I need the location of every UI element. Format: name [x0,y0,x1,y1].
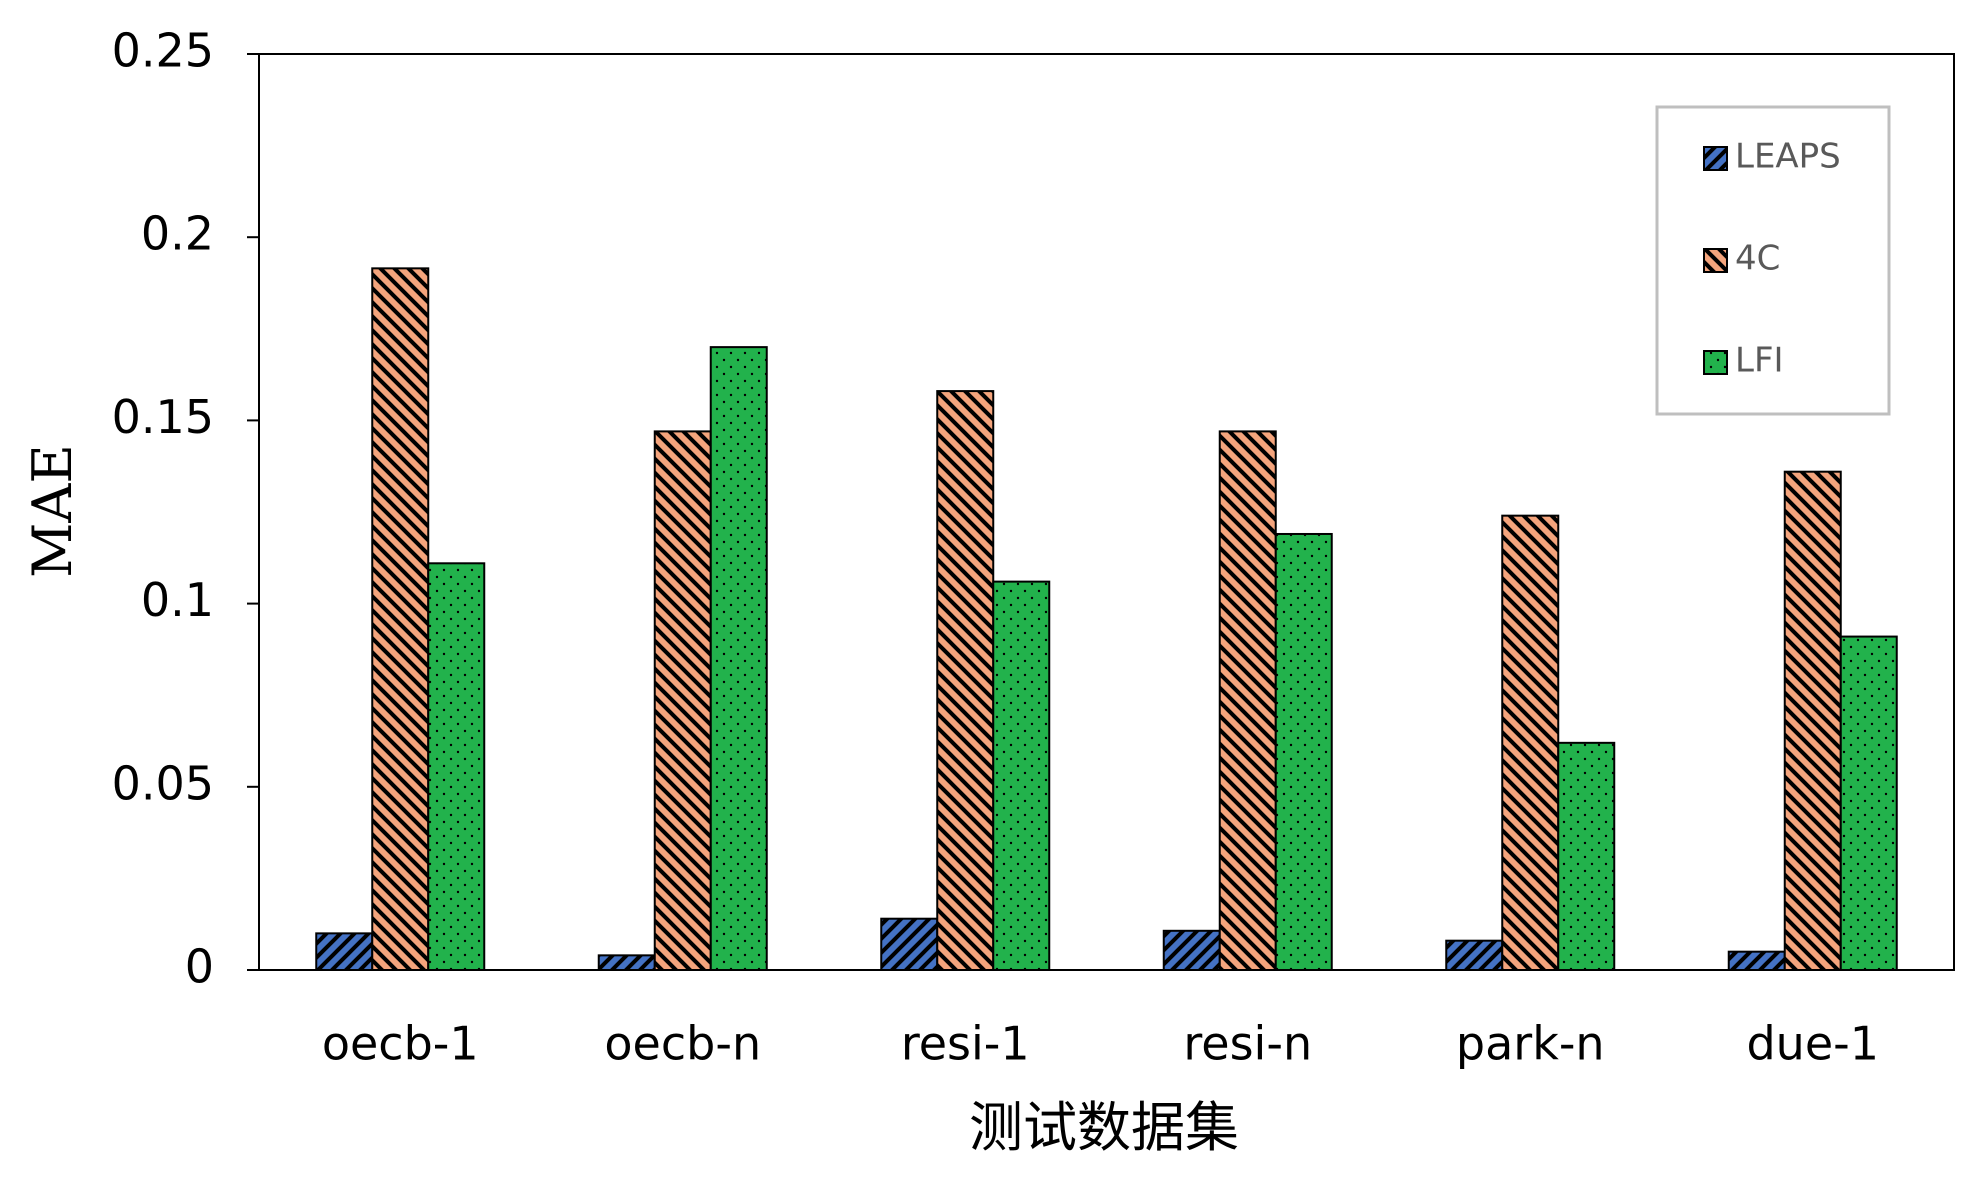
legend-swatch [1703,248,1728,273]
x-axis-label: 测试数据集 [969,1096,1239,1159]
y-tick-label: 0.05 [112,756,214,810]
x-tick-label: resi-n [1183,1017,1312,1071]
x-tick-label: park-n [1456,1017,1605,1071]
bar [1839,635,1898,971]
x-tick-label: oecb-n [604,1017,761,1071]
bar [1557,741,1616,971]
legend-label: LEAPS [1735,137,1841,177]
plot-frame [258,53,1955,971]
bar [371,267,430,971]
bar [597,954,656,971]
legend-label: 4C [1735,239,1780,279]
y-tick-label: 0.15 [112,390,214,444]
x-tick-label: due-1 [1746,1017,1879,1071]
bar [1218,430,1277,971]
bar [1783,470,1842,971]
legend-box [1655,105,1891,416]
y-tick-label: 0.25 [112,24,214,78]
bar [1162,929,1221,972]
y-tick-label: 0 [185,940,214,994]
x-tick-label: oecb-1 [322,1017,479,1071]
bar [315,932,374,971]
x-tick-label: resi-1 [901,1017,1030,1071]
y-tick-label: 0.1 [141,573,214,627]
y-axis-label: MAE [21,444,84,578]
bar [880,917,939,971]
legend-swatch [1703,146,1728,171]
bar [1727,950,1786,971]
bar [427,562,486,972]
legend-swatch [1703,350,1728,375]
bar [1274,532,1333,971]
y-tick-label: 0.2 [141,207,214,261]
bar [1445,939,1504,971]
bar [992,580,1051,972]
bar [936,390,995,971]
bar [709,346,768,971]
legend-label: LFI [1735,341,1784,381]
bar [1501,514,1560,971]
bar [653,430,712,971]
